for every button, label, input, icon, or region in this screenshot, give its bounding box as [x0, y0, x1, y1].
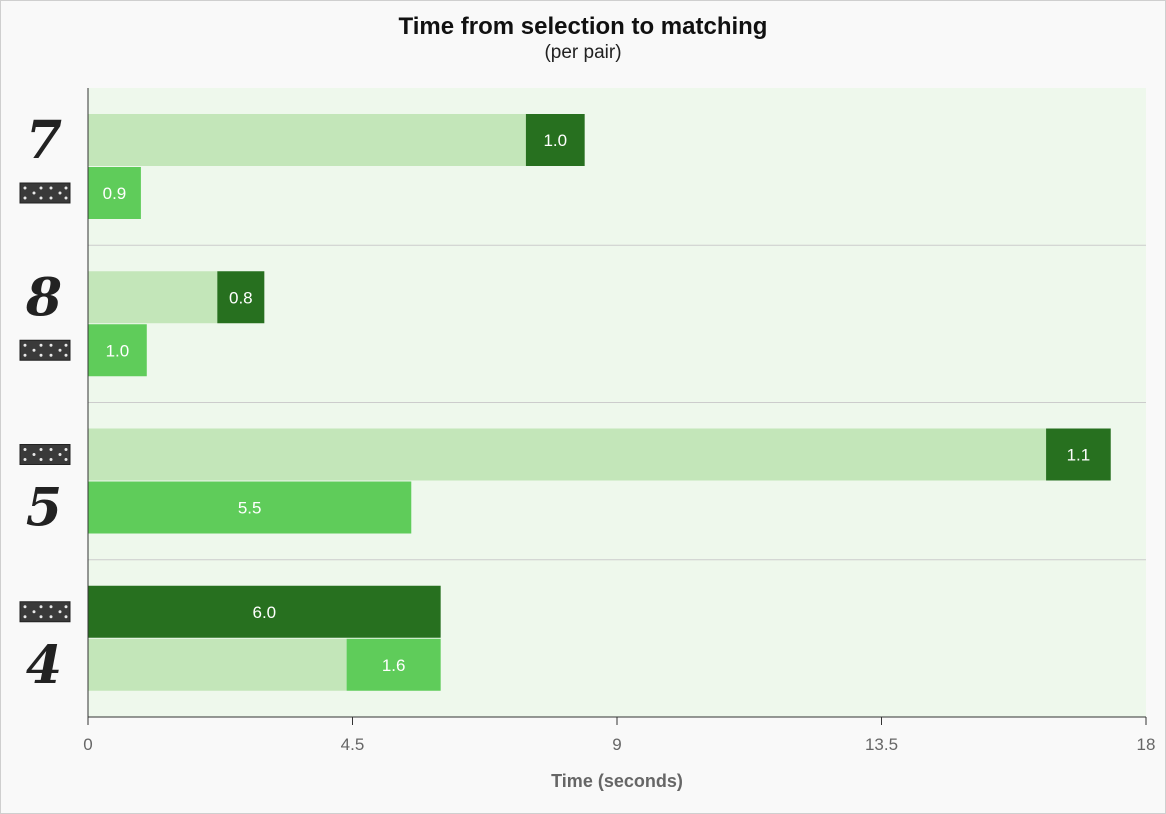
chart-subtitle: (per pair)	[544, 42, 621, 63]
domino-card-icon	[19, 339, 71, 361]
chart-title: Time from selection to matching	[399, 13, 768, 40]
bar-value-label: 1.0	[543, 131, 567, 150]
value-bar	[88, 167, 141, 219]
value-bar	[88, 324, 147, 377]
wait-bar	[88, 638, 347, 691]
value-bar	[346, 638, 441, 691]
x-tick-label: 0	[83, 735, 92, 754]
bar-value-label: 1.0	[106, 341, 130, 360]
group-separators	[88, 244, 1146, 561]
value-bar	[525, 114, 585, 166]
row-card-labels: 7 8 5 4	[19, 110, 71, 696]
x-tick-label: 9	[612, 735, 621, 754]
bar-value-label: 0.9	[103, 184, 127, 203]
bars: 1.0 0.9 0.8 1.0 1.1 5.5 6.0 1.6	[88, 114, 1111, 691]
x-axis-label: Time (seconds)	[551, 771, 683, 791]
bar-value-label: 6.0	[253, 603, 277, 622]
bar-value-label: 1.6	[382, 656, 406, 675]
bar-value-label: 1.1	[1067, 446, 1091, 465]
value-bar	[88, 585, 441, 638]
card-digit-label: 8	[25, 267, 62, 328]
wait-bar	[88, 114, 526, 166]
value-bar	[88, 481, 412, 534]
x-tick-label: 4.5	[341, 735, 365, 754]
x-tick-label: 13.5	[865, 735, 898, 754]
domino-card-icon	[19, 601, 71, 623]
domino-card-icon	[19, 444, 71, 465]
wait-bar	[88, 428, 1047, 481]
card-digit-label: 7	[26, 110, 62, 171]
domino-card-icon	[19, 182, 71, 204]
wait-bar	[88, 271, 218, 324]
x-tick-label: 18	[1137, 735, 1156, 754]
card-digit-label: 4	[26, 635, 62, 696]
bar-value-label: 5.5	[238, 499, 262, 518]
x-tick-labels: 0 4.5 9 13.5 18	[83, 717, 1155, 754]
bar-value-label: 0.8	[229, 288, 253, 307]
card-digit-label: 5	[26, 478, 62, 539]
value-bar	[1046, 428, 1111, 481]
value-bar	[217, 271, 265, 324]
